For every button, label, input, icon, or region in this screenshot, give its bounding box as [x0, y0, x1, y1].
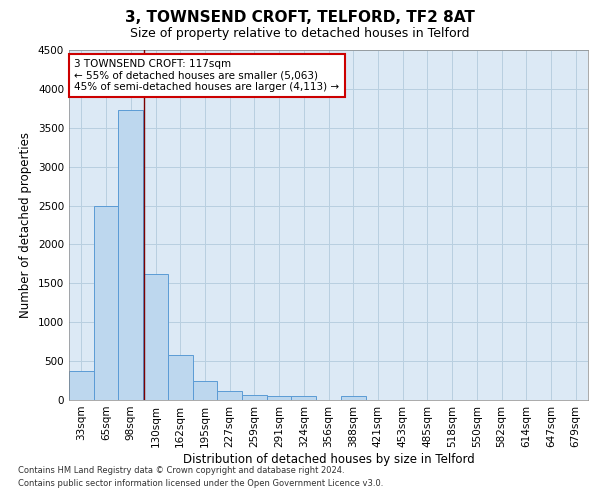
Bar	[193, 381, 217, 400]
Bar	[341, 396, 365, 400]
Text: 3, TOWNSEND CROFT, TELFORD, TF2 8AT: 3, TOWNSEND CROFT, TELFORD, TF2 8AT	[125, 10, 475, 25]
Bar	[143, 274, 168, 400]
Text: Contains HM Land Registry data © Crown copyright and database right 2024.
Contai: Contains HM Land Registry data © Crown c…	[18, 466, 383, 487]
Y-axis label: Number of detached properties: Number of detached properties	[19, 132, 32, 318]
Bar	[217, 391, 242, 400]
Bar	[94, 206, 118, 400]
Bar	[69, 371, 94, 400]
Bar	[267, 396, 292, 400]
Text: 3 TOWNSEND CROFT: 117sqm
← 55% of detached houses are smaller (5,063)
45% of sem: 3 TOWNSEND CROFT: 117sqm ← 55% of detach…	[74, 58, 340, 92]
Bar	[168, 355, 193, 400]
Bar	[118, 110, 143, 400]
Text: Size of property relative to detached houses in Telford: Size of property relative to detached ho…	[130, 28, 470, 40]
Bar	[242, 395, 267, 400]
Bar	[292, 396, 316, 400]
X-axis label: Distribution of detached houses by size in Telford: Distribution of detached houses by size …	[182, 452, 475, 466]
